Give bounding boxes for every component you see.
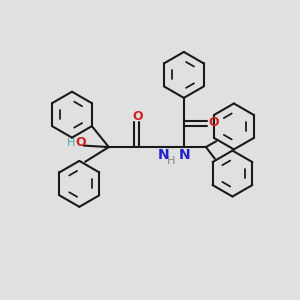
Text: N: N [178,148,190,162]
Text: H: H [67,138,76,148]
Text: O: O [208,116,219,129]
Text: O: O [132,110,143,123]
Text: H: H [167,156,176,166]
Text: O: O [75,136,86,149]
Text: N: N [158,148,170,162]
